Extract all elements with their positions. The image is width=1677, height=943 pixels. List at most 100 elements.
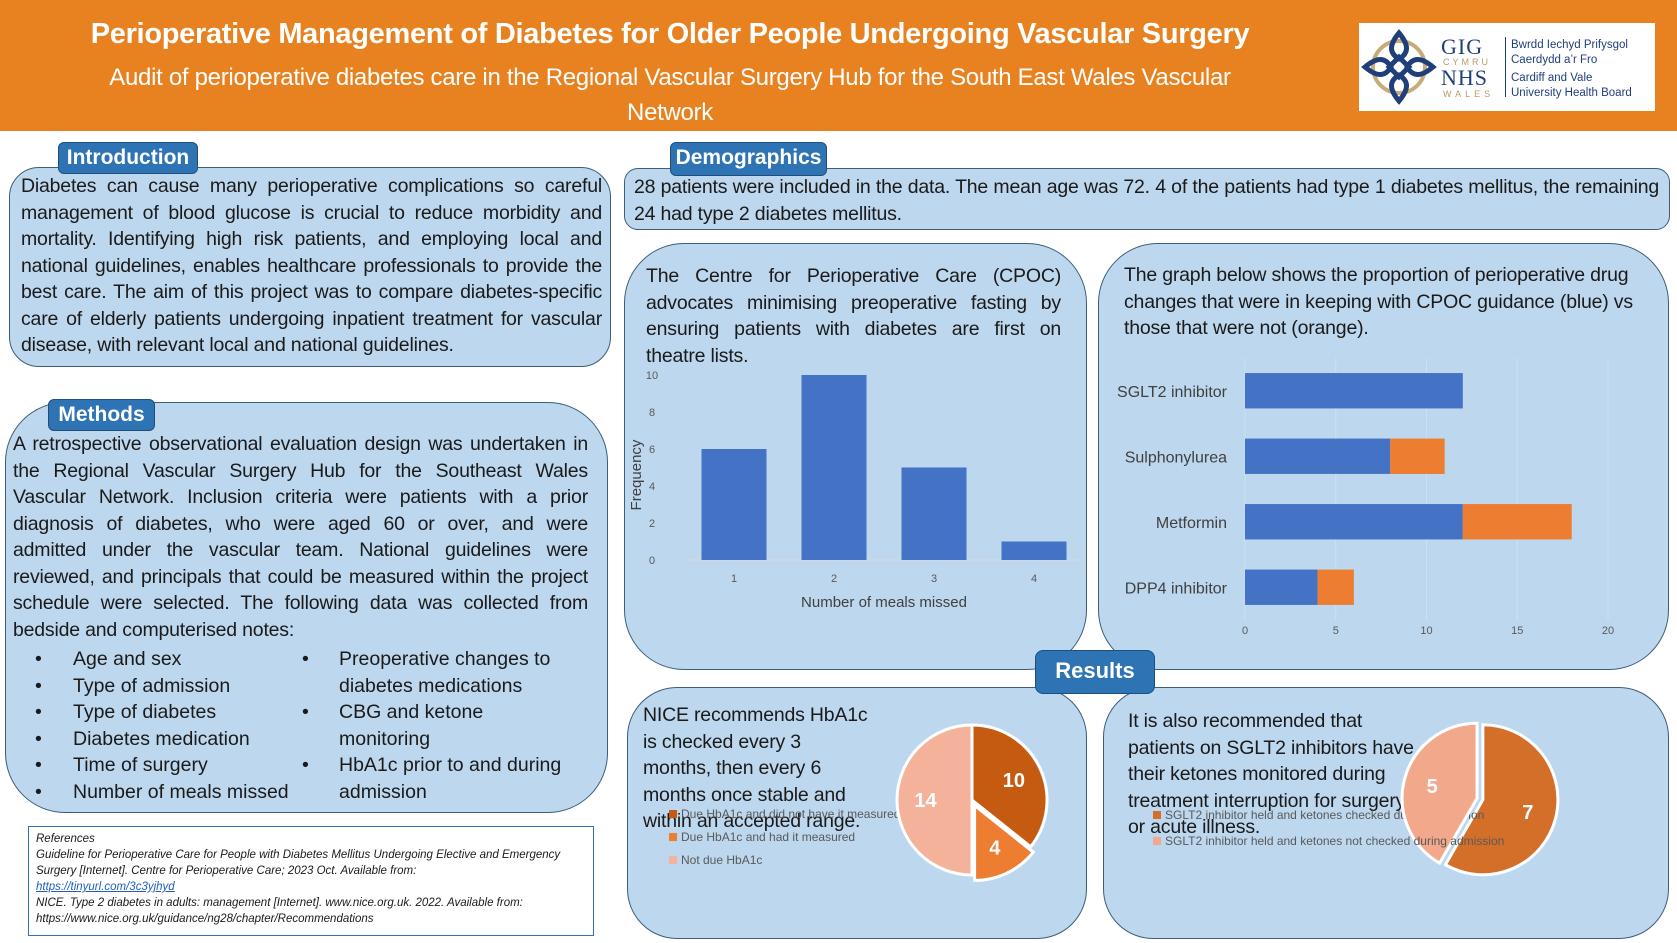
- legend-label: Not due HbA1c: [681, 853, 762, 867]
- y-tick-label: 4: [649, 481, 655, 493]
- pie-slice: [895, 723, 974, 877]
- reference-1-link[interactable]: https://tinyurl.com/3c3yjhyd: [36, 881, 175, 893]
- y-tick-label: 0: [649, 555, 655, 567]
- bar-sulphonylurea-series-0: [1245, 438, 1391, 474]
- legend-label: Due HbA1c and had it measured: [681, 830, 855, 844]
- bar-sglt2-inhibitor-series-0: [1245, 373, 1463, 409]
- methods-list-item: Type of admission: [13, 673, 303, 700]
- bar-4: [1001, 541, 1067, 560]
- pie-data-label: 4: [989, 837, 1001, 859]
- x-tick-label: 10: [1420, 625, 1432, 637]
- y-category-label: SGLT2 inhibitor: [1117, 384, 1228, 401]
- sglt2-text: It is also recommended that patients on …: [1128, 710, 1414, 838]
- x-tick-label: 20: [1602, 625, 1614, 637]
- sglt2-panel: [1103, 687, 1669, 939]
- results-heading: Results: [1035, 650, 1155, 694]
- reference-1: Guideline for Perioperative Care for Peo…: [36, 849, 561, 877]
- subtitle-line-1: Audit of perioperative diabetes care in …: [109, 64, 1231, 91]
- nhs-wales-logo: GIG CYMRU NHS WALES Bwrdd Iechyd Prifysg…: [1359, 23, 1655, 111]
- header-banner: Perioperative Management of Diabetes for…: [0, 0, 1677, 131]
- bar-metformin-series-1: [1462, 504, 1572, 540]
- methods-list-item: admission: [339, 780, 427, 803]
- hba1c-text: NICE recommends HbA1c is checked every 3…: [643, 704, 868, 832]
- introduction-text: Diabetes can cause many perioperative co…: [21, 175, 602, 356]
- y-tick-label: 8: [649, 407, 655, 419]
- legend-label: SGLT2 inhibitor held and ketones not che…: [1165, 834, 1504, 848]
- demographics-panel: [624, 168, 1670, 230]
- pie-data-label: 14: [914, 790, 937, 812]
- logo-cymru-text: CYMRU: [1443, 57, 1491, 67]
- y-category-label: Sulphonylurea: [1125, 449, 1227, 466]
- y-category-label: DPP4 inhibitor: [1125, 580, 1228, 597]
- y-axis-title: Frequency: [628, 439, 645, 510]
- x-tick-label: 1: [731, 573, 737, 585]
- hba1c-pie-chart: 10 Due HbA1c and did not have it measured…: [669, 723, 1049, 882]
- fasting-text: The Centre for Perioperative Care (CPOC)…: [646, 265, 1061, 367]
- pie-slice: [1400, 721, 1479, 866]
- x-tick-label: 0: [1242, 625, 1248, 637]
- pie-data-label: 7: [1522, 802, 1533, 824]
- pie-data-label: 5: [1427, 776, 1438, 798]
- logo-wales-text: WALES: [1443, 89, 1495, 99]
- celtic-knot-icon: [1361, 29, 1437, 105]
- drug-changes-chart: 0 5 10 15 20 SGLT2 inhibitor Sulphonylurea Metf…: [1117, 358, 1614, 637]
- legend-swatch: [669, 833, 677, 841]
- introduction-heading: Introduction: [58, 142, 198, 174]
- poster-title: Perioperative Management of Diabetes for…: [90, 18, 1250, 50]
- x-axis-title: Number of meals missed: [801, 594, 967, 611]
- logo-divider: [1505, 37, 1506, 97]
- y-category-label: Metformin: [1156, 515, 1227, 532]
- logo-org-english-1: Cardiff and Vale: [1511, 72, 1593, 84]
- y-tick-label: 10: [646, 370, 658, 382]
- logo-org-welsh-1: Bwrdd Iechyd Prifysgol: [1511, 39, 1628, 51]
- x-tick-label: 5: [1333, 625, 1339, 637]
- methods-list-item: Type of diabetes: [13, 699, 303, 726]
- methods-list-item: Number of meals missed: [13, 779, 303, 806]
- poster-subtitle: Audit of perioperative diabetes care in …: [40, 60, 1300, 130]
- bar-2: [801, 375, 867, 560]
- methods-list-left: Age and sexType of admissionType of diab…: [13, 646, 303, 805]
- bar-dpp4-inhibitor-series-1: [1317, 569, 1354, 605]
- methods-list-item: monitoring: [339, 727, 431, 750]
- pie-slice: [970, 723, 1049, 849]
- bar-metformin-series-0: [1245, 504, 1463, 540]
- bar-3: [901, 467, 967, 560]
- logo-org-welsh-2: Caerdydd a’r Fro: [1511, 54, 1598, 66]
- pie-slice: [973, 802, 1036, 882]
- x-tick-label: 15: [1511, 625, 1523, 637]
- methods-list-item: CBG and ketone: [280, 699, 590, 726]
- y-tick-label: 6: [649, 444, 655, 456]
- bar-1: [701, 449, 767, 560]
- logo-nhs-text: NHS: [1441, 65, 1489, 90]
- methods-list-item: Diabetes medication: [13, 726, 303, 753]
- reference-2: NICE. Type 2 diabetes in adults: managem…: [36, 897, 523, 925]
- demographics-text: 28 patients were included in the data. T…: [634, 176, 1659, 225]
- methods-list-item: HbA1c prior to and during: [280, 752, 590, 779]
- pie-data-label: 10: [1003, 770, 1025, 792]
- bar-sulphonylurea-series-1: [1390, 438, 1445, 474]
- references-box: References Guideline for Perioperative C…: [28, 826, 594, 936]
- demographics-heading: Demographics: [670, 142, 827, 176]
- legend-label: Due HbA1c and did not have it measured: [681, 807, 900, 821]
- methods-list-item: diabetes medications: [339, 674, 523, 697]
- y-tick-label: 2: [649, 518, 655, 530]
- pie-slice: [1443, 723, 1560, 877]
- methods-list-item: Time of surgery: [13, 752, 303, 779]
- logo-org-english-2: University Health Board: [1511, 87, 1632, 99]
- legend-swatch: [669, 810, 677, 818]
- x-tick-label: 3: [931, 573, 937, 585]
- introduction-panel: [9, 167, 611, 367]
- legend-swatch: [669, 856, 677, 864]
- methods-list-item: Age and sex: [13, 646, 303, 673]
- x-tick-label: 2: [831, 573, 837, 585]
- legend-swatch: [1153, 837, 1161, 845]
- subtitle-line-2: Network: [627, 99, 713, 126]
- logo-gig-text: GIG: [1441, 34, 1484, 59]
- methods-heading: Methods: [48, 399, 155, 431]
- legend-swatch: [1153, 811, 1161, 819]
- x-tick-label: 4: [1031, 573, 1037, 585]
- drug-changes-text: The graph below shows the proportion of …: [1124, 264, 1633, 339]
